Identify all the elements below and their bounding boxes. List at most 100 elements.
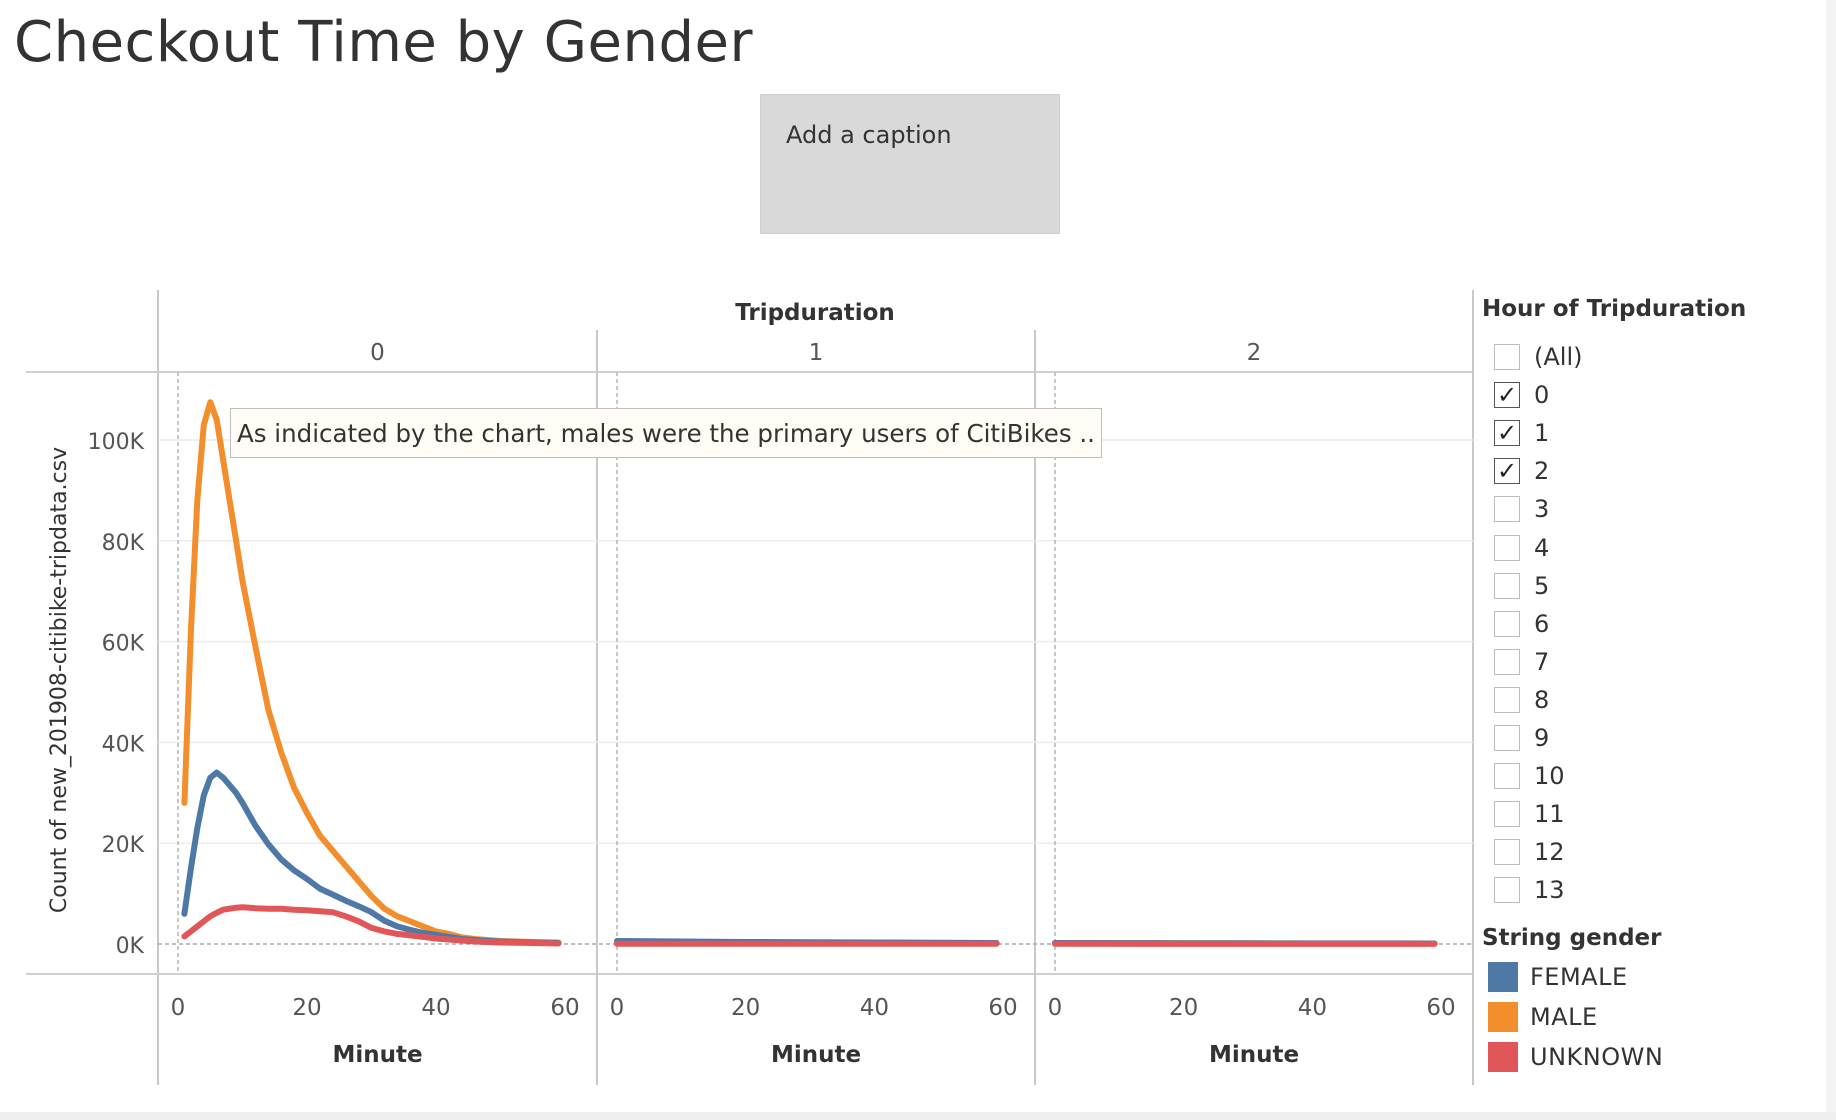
filter-item[interactable]: 7	[1494, 647, 1549, 677]
caption-box[interactable]: Add a caption	[760, 94, 1060, 234]
filter-item[interactable]: 4	[1494, 533, 1549, 563]
x-tick-label: 60	[550, 995, 579, 1021]
checkbox[interactable]	[1494, 534, 1520, 561]
x-tick-label: 60	[1426, 995, 1455, 1021]
chart-annotation: As indicated by the chart, males were th…	[230, 408, 1102, 458]
filter-item-label: 13	[1534, 876, 1565, 905]
filter-item[interactable]: (All)	[1494, 342, 1582, 372]
y-tick-label: 100K	[88, 430, 145, 455]
y-tick-label: 60K	[102, 632, 145, 657]
y-tick-label: 40K	[102, 732, 145, 757]
x-axis-label: Minute	[332, 1042, 422, 1068]
x-tick-label: 20	[1169, 995, 1198, 1021]
checkbox[interactable]	[1494, 877, 1520, 904]
filter-title: Hour of Tripduration	[1482, 296, 1747, 322]
series-line-male	[181, 399, 562, 946]
filter-item-label: (All)	[1534, 343, 1583, 371]
x-tick-label: 20	[292, 995, 321, 1021]
legend-label: UNKNOWN	[1530, 1043, 1664, 1071]
y-tick-label: 20K	[102, 833, 145, 858]
series-line-unknown	[181, 904, 562, 947]
filter-item[interactable]: 12	[1494, 837, 1565, 867]
filter-item-label: 12	[1534, 838, 1565, 867]
checkbox[interactable]	[1494, 839, 1520, 866]
filter-item-label: 10	[1534, 762, 1565, 791]
filter-item[interactable]: ✓ 2	[1494, 456, 1549, 486]
y-tick-label: 0K	[116, 934, 145, 959]
x-tick-label: 0	[1048, 995, 1063, 1021]
x-axis-label: Minute	[1209, 1042, 1299, 1068]
legend-label: FEMALE	[1530, 963, 1628, 991]
chart-frame	[26, 290, 1474, 1085]
x-tick-label: 60	[988, 995, 1017, 1021]
legend-swatch	[1488, 1042, 1518, 1072]
panel-header-label: 0	[370, 340, 385, 366]
filter-item-label: 2	[1534, 457, 1550, 486]
filter-item-label: 9	[1534, 724, 1550, 752]
x-tick-label: 0	[171, 995, 186, 1021]
x-axis-label: Minute	[771, 1042, 861, 1068]
checkbox[interactable]	[1494, 763, 1520, 790]
checkbox[interactable]	[1494, 496, 1520, 523]
legend-swatch	[1488, 962, 1518, 992]
check-icon: ✓	[1496, 457, 1518, 486]
filter-item-label: 0	[1534, 381, 1550, 410]
filter-item[interactable]: 13	[1494, 875, 1565, 905]
filter-item-label: 6	[1534, 609, 1550, 638]
filter-item[interactable]: 3	[1494, 494, 1549, 524]
filter-item[interactable]: ✓ 0	[1494, 380, 1549, 410]
filter-item-label: 5	[1534, 571, 1550, 600]
checkbox[interactable]	[1494, 572, 1520, 599]
filter-item-label: 11	[1534, 800, 1565, 829]
filter-item[interactable]: 5	[1494, 571, 1549, 601]
x-tick-label: 40	[1298, 995, 1327, 1021]
checkbox[interactable]	[1494, 686, 1520, 713]
bottom-divider	[0, 1112, 1836, 1120]
page-title: Checkout Time by Gender	[14, 10, 753, 75]
x-tick-label: 0	[610, 995, 625, 1021]
checkbox[interactable]: ✓	[1494, 457, 1520, 486]
caption-text: Add a caption	[786, 121, 952, 149]
legend-label: MALE	[1530, 1003, 1598, 1031]
check-icon: ✓	[1496, 419, 1518, 448]
filter-item-label: 7	[1534, 647, 1550, 676]
checkbox[interactable]	[1494, 344, 1520, 370]
checkbox[interactable]	[1494, 801, 1520, 828]
checkbox[interactable]	[1494, 648, 1520, 675]
scrollbar-track[interactable]	[1826, 0, 1836, 1112]
filter-item[interactable]: ✓ 1	[1494, 418, 1549, 448]
checkbox[interactable]: ✓	[1494, 381, 1520, 410]
gridlines	[158, 372, 1473, 974]
filter-item[interactable]: 9	[1494, 723, 1549, 753]
filter-item[interactable]: 10	[1494, 761, 1565, 791]
x-tick-label: 40	[421, 995, 450, 1021]
filter-item-label: 3	[1534, 495, 1550, 524]
checkbox[interactable]: ✓	[1494, 419, 1520, 448]
legend-swatch	[1488, 1002, 1518, 1032]
column-header: Tripduration	[735, 300, 895, 326]
y-tick-label: 80K	[102, 531, 145, 556]
panel-header-label: 1	[809, 340, 824, 366]
color-legend: FEMALE MALE UNKNOWN	[1482, 962, 1782, 1082]
legend-item-unknown[interactable]: UNKNOWN	[1488, 1042, 1663, 1072]
filter-item-label: 1	[1534, 419, 1550, 448]
checkbox[interactable]	[1494, 610, 1520, 637]
legend-item-male[interactable]: MALE	[1488, 1002, 1598, 1032]
legend-item-female[interactable]: FEMALE	[1488, 962, 1628, 992]
series-line-female	[181, 769, 562, 946]
panel-header-label: 2	[1247, 340, 1262, 366]
color-legend-title: String gender	[1482, 925, 1662, 951]
chart-annotation-text: As indicated by the chart, males were th…	[237, 418, 1095, 448]
filter-item[interactable]: 6	[1494, 609, 1549, 639]
checkbox[interactable]	[1494, 725, 1520, 751]
filter-item[interactable]: 11	[1494, 799, 1565, 829]
y-axis-label: Count of new_201908-citibike-tripdata.cs…	[47, 447, 72, 913]
x-tick-label: 40	[860, 995, 889, 1021]
filter-item-label: 8	[1534, 685, 1550, 714]
x-tick-label: 20	[731, 995, 760, 1021]
check-icon: ✓	[1496, 381, 1518, 410]
filter-item[interactable]: 8	[1494, 685, 1549, 715]
series-lines	[181, 399, 1438, 947]
